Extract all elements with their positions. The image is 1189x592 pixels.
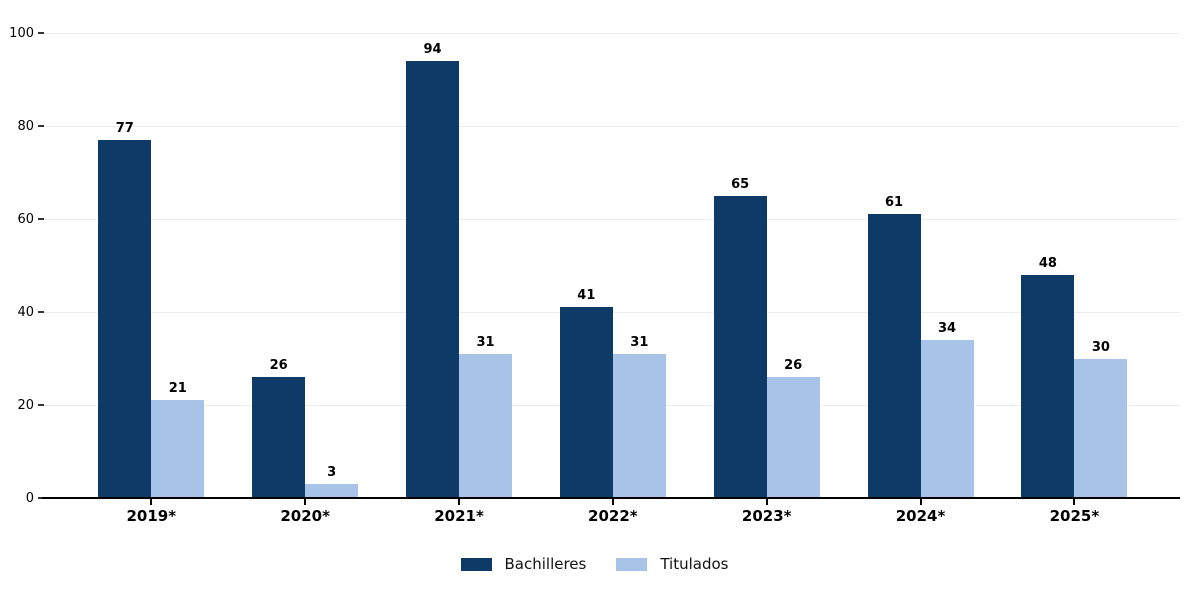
bar-bachilleres-2019* (98, 139, 152, 498)
y-tick-label: 100 (9, 26, 34, 41)
bar-titulados-2019* (151, 400, 205, 498)
x-axis-label: 2024* (895, 507, 946, 525)
plot-area: 77 21 26 3 94 31 41 31 65 26 61 34 48 30 (42, 32, 1180, 498)
bar-titulados-2021* (459, 353, 512, 498)
x-axis-label: 2025* (1049, 507, 1100, 525)
y-tick-mark (38, 125, 44, 127)
bar-bachilleres-2020* (252, 377, 306, 498)
y-tick-label: 0 (25, 491, 34, 506)
y-tick-label: 20 (17, 398, 34, 413)
y-tick-mark (38, 218, 44, 220)
bar-value-label: 30 (1091, 339, 1110, 355)
x-axis-label: 2021* (434, 507, 484, 525)
gridline (42, 218, 1180, 220)
x-tick-mark (458, 499, 460, 505)
bar-value-label: 34 (938, 320, 957, 336)
bar-value-label: 31 (630, 334, 649, 350)
bar-titulados-2025* (1074, 358, 1128, 498)
gridline (42, 125, 1180, 127)
bar-value-label: 65 (731, 176, 750, 192)
bar-titulados-2022* (612, 353, 666, 498)
legend-swatch-bachilleres (460, 557, 492, 571)
legend-label-titulados: Titulados (660, 555, 729, 573)
x-tick-mark (150, 499, 153, 505)
y-tick-label: 80 (17, 119, 34, 134)
bar-value-label: 21 (168, 381, 187, 397)
y-tick-label: 60 (17, 212, 34, 227)
bar-value-label: 61 (885, 195, 904, 211)
bar-bachilleres-2025* (1021, 274, 1075, 498)
legend-swatch-titulados (616, 557, 648, 571)
bar-titulados-2024* (920, 339, 974, 498)
gridline (42, 32, 1180, 34)
y-tick-mark (38, 311, 44, 313)
bar-value-label: 26 (269, 358, 288, 374)
x-tick-mark (919, 499, 922, 505)
x-axis-label: 2022* (588, 507, 638, 525)
x-tick-mark (611, 499, 614, 505)
x-tick-mark (304, 499, 307, 505)
legend-label-bachilleres: Bachilleres (504, 555, 587, 573)
bar-value-label: 94 (423, 41, 442, 57)
y-tick-mark (38, 497, 44, 499)
y-tick-label: 40 (17, 305, 34, 320)
y-tick-mark (38, 404, 44, 406)
bar-bachilleres-2023* (713, 195, 767, 498)
y-tick-mark (38, 32, 44, 34)
x-axis-line (42, 497, 1180, 499)
bar-value-label: 41 (577, 288, 596, 304)
x-tick-mark (765, 499, 768, 505)
bar-bachilleres-2022* (559, 307, 613, 498)
legend-item-titulados: Titulados (616, 555, 729, 573)
bar-value-label: 26 (784, 358, 803, 374)
x-axis-label: 2023* (741, 507, 792, 525)
bar-titulados-2020* (305, 484, 359, 498)
bar-value-label: 3 (327, 465, 337, 481)
x-tick-mark (1073, 499, 1076, 505)
bar-value-label: 31 (476, 334, 495, 350)
bar-bachilleres-2024* (867, 214, 921, 498)
bar-value-label: 77 (115, 120, 134, 136)
bar-value-label: 48 (1038, 255, 1057, 271)
bar-titulados-2023* (766, 377, 820, 498)
bar-bachilleres-2021* (406, 60, 459, 498)
legend: Bachilleres Titulados (0, 555, 1189, 573)
x-axis-label: 2019* (126, 507, 177, 525)
legend-item-bachilleres: Bachilleres (460, 555, 587, 573)
x-axis-label: 2020* (280, 507, 330, 525)
